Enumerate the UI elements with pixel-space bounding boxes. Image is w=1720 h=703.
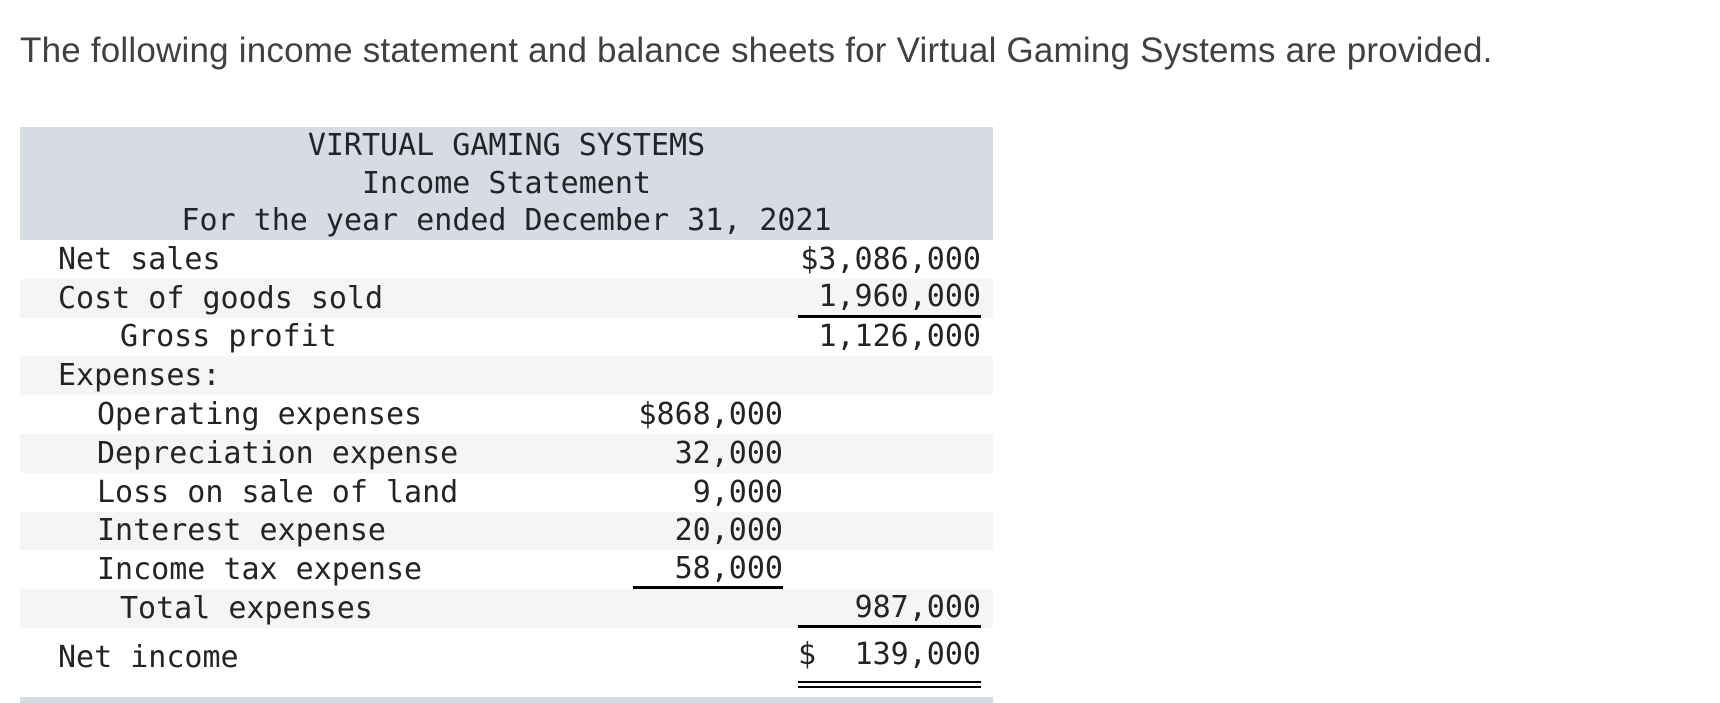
- row-gross-profit: Gross profit 1,126,000: [20, 318, 993, 357]
- row-loss-on-sale-of-land: Loss on sale of land 9,000: [20, 473, 993, 512]
- row-label: Total expenses: [120, 591, 373, 627]
- statement-header: VIRTUAL GAMING SYSTEMS Income Statement …: [20, 127, 993, 240]
- row-label: Gross profit: [120, 319, 337, 355]
- row-label: Net sales: [58, 241, 221, 277]
- row-label: Loss on sale of land: [97, 474, 459, 510]
- row-total-expenses: Total expenses 987,000: [20, 589, 993, 628]
- statement-title: Income Statement: [362, 165, 651, 201]
- row-amount: 1,960,000: [798, 279, 981, 318]
- row-amount: 1,126,000: [818, 319, 981, 355]
- row-label: Interest expense: [97, 513, 386, 549]
- row-cost-of-goods-sold: Cost of goods sold 1,960,000: [20, 278, 993, 318]
- statement-period: For the year ended December 31, 2021: [181, 203, 832, 239]
- row-operating-expenses: Operating expenses $868,000: [20, 395, 993, 434]
- next-table-top-edge: [20, 697, 993, 703]
- row-label: Expenses:: [58, 358, 221, 394]
- row-expenses-heading: Expenses:: [20, 356, 993, 396]
- row-amount: $868,000: [638, 397, 784, 433]
- company-name: VIRTUAL GAMING SYSTEMS: [307, 128, 706, 164]
- row-net-income: Net income $ 139,000: [20, 628, 993, 688]
- intro-text: The following income statement and balan…: [20, 31, 1493, 70]
- row-amount: $ 139,000: [798, 628, 981, 688]
- row-amount: 20,000: [674, 513, 783, 549]
- row-label: Depreciation expense: [97, 435, 459, 471]
- row-amount: 987,000: [798, 589, 981, 628]
- row-label: Operating expenses: [97, 397, 423, 433]
- income-statement-table: VIRTUAL GAMING SYSTEMS Income Statement …: [20, 127, 993, 688]
- row-income-tax-expense: Income tax expense 58,000: [20, 550, 993, 590]
- row-amount: 58,000: [633, 550, 783, 590]
- row-amount: 9,000: [692, 474, 783, 510]
- currency-sign: $: [798, 636, 817, 672]
- net-income-amount: 139,000: [854, 636, 981, 672]
- row-amount: $3,086,000: [800, 241, 981, 277]
- row-depreciation-expense: Depreciation expense 32,000: [20, 433, 993, 473]
- row-label: Cost of goods sold: [58, 280, 384, 316]
- row-net-sales: Net sales $3,086,000: [20, 240, 993, 279]
- row-label: Income tax expense: [97, 552, 423, 588]
- row-interest-expense: Interest expense 20,000: [20, 511, 993, 551]
- row-label: Net income: [58, 640, 239, 676]
- row-amount: 32,000: [674, 435, 783, 471]
